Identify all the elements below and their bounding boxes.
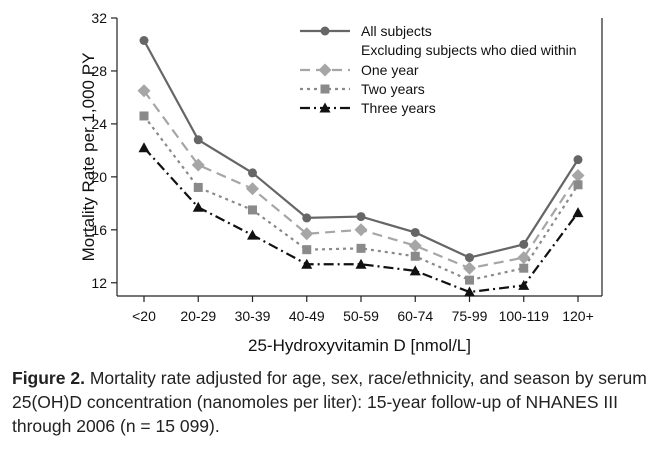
series-line-three-years xyxy=(143,146,579,294)
legend-marker-one-year xyxy=(318,63,332,77)
data-point-all-subjects xyxy=(519,239,529,249)
y-tick-label: 24 xyxy=(91,116,107,132)
data-point-three-years xyxy=(192,201,204,212)
caption-text: Mortality rate adjusted for age, sex, ra… xyxy=(12,368,647,436)
x-tick-label: 20-29 xyxy=(180,308,216,324)
data-point-two-years xyxy=(302,245,312,255)
y-tick-label: 32 xyxy=(91,10,107,26)
data-point-one-year xyxy=(517,251,531,265)
data-point-three-years xyxy=(247,229,258,240)
legend-label-one-year: One year xyxy=(361,62,419,78)
data-point-one-year xyxy=(246,182,259,196)
legend-label-two-years: Two years xyxy=(361,81,425,97)
y-tick-label: 16 xyxy=(91,222,107,238)
data-point-three-years xyxy=(138,142,150,153)
data-point-one-year xyxy=(354,223,368,237)
series-line-two-years xyxy=(143,115,579,282)
y-tick-label: 12 xyxy=(91,275,107,291)
series-three-years xyxy=(138,142,584,297)
data-point-two-years xyxy=(519,263,529,273)
data-point-all-subjects xyxy=(248,168,257,178)
series-two-years xyxy=(139,111,583,285)
data-point-all-subjects xyxy=(139,36,149,46)
x-tick-label: 60-74 xyxy=(397,308,433,324)
data-point-one-year xyxy=(191,158,205,172)
x-tick-label: 75-99 xyxy=(452,308,488,324)
x-tick-label: 100-119 xyxy=(499,308,550,324)
data-point-all-subjects xyxy=(573,155,583,165)
caption-label: Figure 2. xyxy=(12,368,85,388)
data-point-three-years xyxy=(301,258,313,269)
data-point-two-years xyxy=(248,205,257,215)
chart-axes: 12 16 20 24 28 32 <20 20-29 30-39 40-49 50-59 60-74… xyxy=(79,10,603,355)
legend-label-all-subjects: All subjects xyxy=(361,23,432,39)
data-point-two-years xyxy=(139,111,149,121)
series-one-year xyxy=(137,84,585,275)
data-point-three-years xyxy=(572,207,584,218)
legend-marker-all-subjects xyxy=(320,26,330,36)
data-point-three-years xyxy=(464,286,475,297)
x-tick-label: 40-49 xyxy=(289,308,325,324)
x-tick-label: 50-59 xyxy=(343,308,379,324)
data-point-one-year xyxy=(463,261,476,275)
x-tick-label: <20 xyxy=(132,308,156,324)
data-point-all-subjects xyxy=(465,253,474,263)
data-point-two-years xyxy=(193,182,203,192)
data-point-two-years xyxy=(465,275,474,285)
data-point-all-subjects xyxy=(302,213,312,223)
series-line-one-year xyxy=(143,90,579,270)
series-all-subjects xyxy=(139,36,583,263)
y-tick-label: 20 xyxy=(91,169,107,185)
y-axis-title: Mortality Rate per 1,000 PY xyxy=(79,53,98,262)
data-point-all-subjects xyxy=(356,212,366,222)
data-point-three-years xyxy=(409,265,421,276)
figure-caption: Figure 2. Mortality rate adjusted for ag… xyxy=(12,366,662,438)
data-point-all-subjects xyxy=(193,135,203,145)
data-point-three-years xyxy=(518,279,530,290)
data-point-one-year xyxy=(137,84,151,98)
data-point-three-years xyxy=(355,258,367,269)
y-tick-label: 28 xyxy=(91,63,107,79)
legend-marker-three-years xyxy=(319,102,331,113)
data-point-two-years xyxy=(573,180,583,190)
data-point-one-year xyxy=(408,239,422,253)
data-point-one-year xyxy=(300,227,314,241)
data-point-two-years xyxy=(410,251,420,261)
chart-legend: All subjects Excluding subjects who died … xyxy=(300,23,577,116)
data-point-one-year xyxy=(571,169,585,183)
legend-label-three-years: Three years xyxy=(361,100,436,116)
x-tick-label: 120+ xyxy=(562,308,594,324)
x-tick-label: 30-39 xyxy=(235,308,271,324)
x-axis-title: 25-Hydroxyvitamin D [nmol/L] xyxy=(248,336,471,355)
data-point-all-subjects xyxy=(410,227,420,237)
line-chart: 12 16 20 24 28 32 <20 20-29 30-39 40-49 50-59 60-74… xyxy=(79,10,603,355)
data-point-two-years xyxy=(356,243,366,253)
legend-subheading: Excluding subjects who died within xyxy=(361,42,577,58)
chart-series xyxy=(137,36,585,297)
legend-marker-two-years xyxy=(320,84,330,94)
